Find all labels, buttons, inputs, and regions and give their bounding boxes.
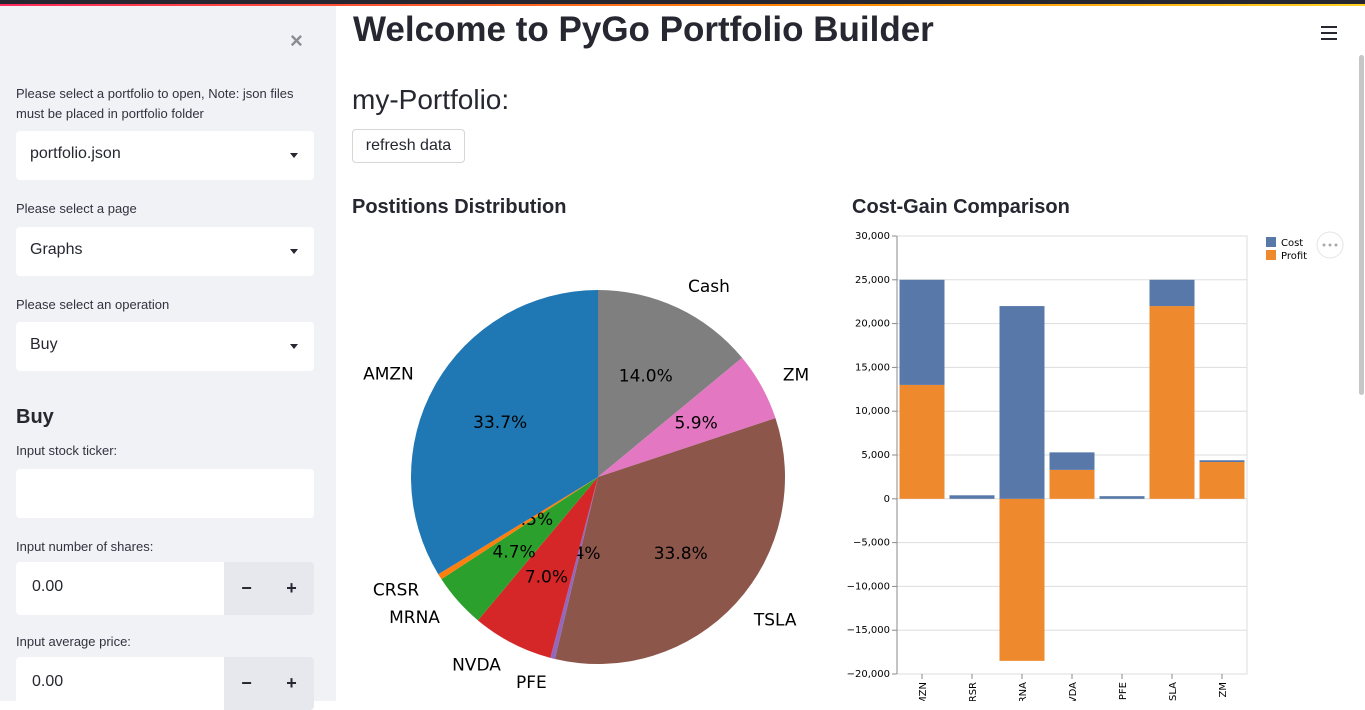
price-stepper: − + [224, 657, 314, 710]
pie-category-label: ZM [783, 366, 809, 386]
bar-cost-pfe [1099, 496, 1145, 499]
y-tick-label: 5,000 [861, 450, 890, 461]
ticker-label: Input stock ticker: [16, 443, 118, 458]
bar-cost-mrna [999, 306, 1045, 499]
pie-category-label: AMZN [363, 364, 414, 384]
y-tick-label: 10,000 [855, 406, 890, 417]
legend-swatch [1266, 250, 1276, 260]
sidebar: × Please select a portfolio to open, Not… [0, 6, 336, 710]
pie-category-label: Cash [688, 277, 730, 297]
shares-input[interactable]: 0.00 [16, 562, 224, 615]
pie-slice-pfe [550, 477, 598, 659]
bar-cost-crsr [949, 495, 995, 499]
bar-profit-mrna [999, 498, 1045, 661]
positions-pie-chart: 14.0%Cash5.9%ZM33.8%TSLA0.4%PFE7.0%NVDA4… [363, 277, 809, 693]
bar-cost-amzn [899, 279, 945, 385]
price-input[interactable]: 0.00 [16, 657, 224, 710]
pie-percent-label: 5.9% [675, 414, 718, 434]
x-tick-label: VDA [1068, 682, 1079, 701]
pie-category-label: CRSR [373, 581, 419, 601]
page-select-label: Please select a page [16, 201, 137, 216]
x-tick-label: RNA [1018, 682, 1029, 701]
operation-select-label: Please select an operation [16, 297, 170, 312]
pie-percent-label: 33.7% [473, 413, 527, 433]
pie-slice-cash [598, 290, 743, 477]
scrollbar[interactable] [1359, 55, 1364, 395]
x-tick-label: SLA [1168, 682, 1179, 701]
refresh-data-button[interactable]: refresh data [352, 129, 465, 163]
pie-slice-crsr [438, 477, 598, 580]
pie-slice-mrna [441, 477, 598, 621]
legend-swatch [1266, 237, 1276, 247]
x-tick-label: PFE [1118, 682, 1129, 700]
cost-gain-bar-chart: 30,000 25,000 20,000 15,000 10,000 5,000 0 −5,0… [847, 231, 1344, 701]
bar-profit-tsla [1149, 306, 1195, 499]
operation-select[interactable]: Buy [16, 322, 314, 371]
more-icon [1334, 243, 1338, 247]
pie-percent-label: 4.7% [492, 542, 535, 562]
price-increment-button[interactable]: + [286, 673, 297, 693]
page-title: Welcome to PyGo Portfolio Builder [353, 10, 934, 49]
shares-decrement-button[interactable]: − [241, 578, 252, 598]
y-tick-label: −5,000 [853, 538, 890, 549]
bar-profit-zm [1199, 462, 1245, 499]
legend-label-profit: Profit [1281, 251, 1307, 262]
bar-cost-nvda [1049, 452, 1095, 470]
y-tick-label: 0 [884, 494, 890, 505]
bar-chart-title: Cost-Gain Comparison [852, 196, 1070, 218]
portfolio-heading: my-Portfolio: [352, 84, 510, 115]
shares-increment-button[interactable]: + [286, 578, 297, 598]
page-select-value: Graphs [30, 241, 83, 258]
pie-category-label: TSLA [753, 611, 797, 631]
page-select[interactable]: Graphs [16, 227, 314, 276]
price-decrement-button[interactable]: − [241, 673, 252, 693]
more-icon [1328, 243, 1332, 247]
pie-slice-zm [598, 357, 776, 477]
pie-category-label: MRNA [389, 608, 440, 628]
operation-select-value: Buy [30, 336, 58, 353]
bar-cost-tsla [1149, 279, 1195, 307]
shares-stepper: − + [224, 562, 314, 615]
bar-profit-nvda [1049, 469, 1095, 499]
y-tick-label: 30,000 [855, 231, 890, 242]
x-tick-label: ZM [1218, 682, 1229, 697]
top-decoration-bar [0, 0, 1365, 6]
legend-label-cost: Cost [1281, 238, 1303, 249]
chevron-down-icon [290, 153, 298, 158]
pie-category-label: PFE [516, 673, 547, 693]
pie-chart-title: Postitions Distribution [352, 196, 567, 218]
menu-icon[interactable] [1321, 26, 1337, 44]
bar-cost-zm [1199, 460, 1245, 463]
pie-slice-tsla [554, 418, 785, 664]
x-tick-label: RSR [968, 682, 979, 701]
close-icon[interactable]: × [290, 28, 303, 53]
pie-percent-label: 33.8% [654, 544, 708, 564]
x-tick-label: MZN [918, 682, 929, 701]
portfolio-select-label: Please select a portfolio to open, Note:… [16, 86, 294, 121]
chevron-down-icon [290, 344, 298, 349]
buy-section-heading: Buy [16, 406, 54, 428]
pie-slice-nvda [477, 477, 598, 658]
y-tick-label: −20,000 [847, 669, 890, 680]
y-tick-label: −10,000 [847, 581, 890, 592]
pie-category-label: NVDA [452, 656, 501, 676]
y-tick-label: 15,000 [855, 362, 890, 373]
y-tick-label: 25,000 [855, 275, 890, 286]
pie-percent-label: 7.0% [525, 568, 568, 588]
bar-profit-amzn [899, 384, 945, 499]
portfolio-select-value: portfolio.json [30, 145, 121, 162]
ticker-input[interactable] [16, 469, 314, 518]
y-tick-label: −15,000 [847, 625, 890, 636]
pie-slice-amzn [411, 290, 598, 575]
portfolio-select[interactable]: portfolio.json [16, 131, 314, 180]
more-icon [1322, 243, 1326, 247]
pie-percent-label: 14.0% [619, 366, 673, 386]
chevron-down-icon [290, 249, 298, 254]
price-label: Input average price: [16, 634, 131, 649]
y-tick-label: 20,000 [855, 319, 890, 330]
shares-label: Input number of shares: [16, 539, 154, 554]
